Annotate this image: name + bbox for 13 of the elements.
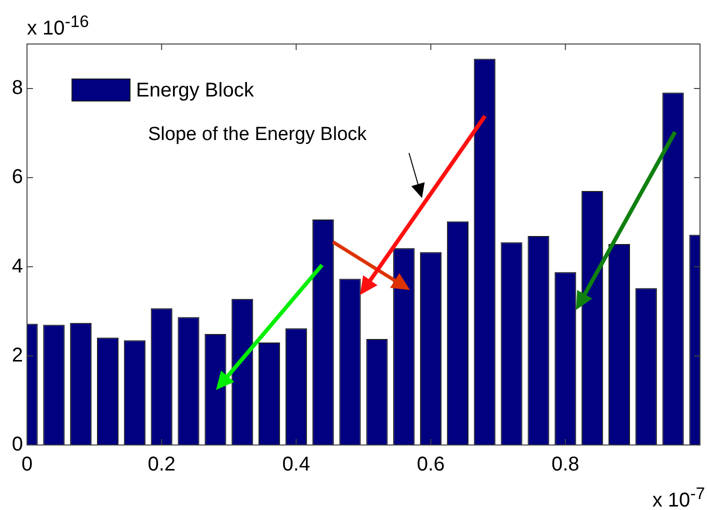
x-tick-label: 0.8 <box>551 454 580 476</box>
y-tick-label: 4 <box>12 255 23 278</box>
y-axis-title: x 10$^{-16}$ <box>27 12 89 41</box>
y-tick-label: 0 <box>12 434 23 456</box>
x-tick-label: 0.6 <box>416 454 445 476</box>
x-tick-label: 0.2 <box>148 454 176 476</box>
annotation: Slope of the Energy Block <box>148 124 368 145</box>
y-tick-label: 8 <box>12 77 23 100</box>
x-axis-title: x 10$^{-7}$ <box>652 484 705 510</box>
legend-label: Energy Block <box>136 80 255 102</box>
y-tick-label: 6 <box>12 166 23 188</box>
y-tick-label: 2 <box>12 344 23 366</box>
x-tick-label: 0.4 <box>282 454 310 476</box>
